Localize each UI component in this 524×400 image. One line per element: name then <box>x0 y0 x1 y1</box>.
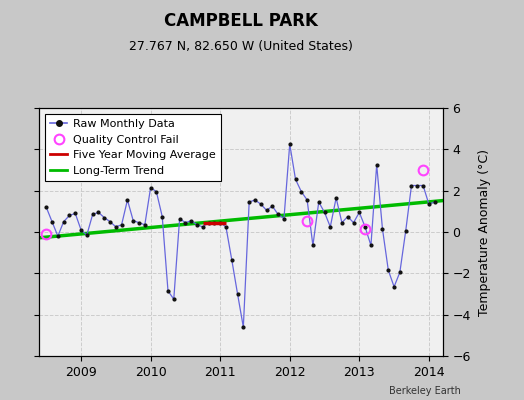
Text: CAMPBELL PARK: CAMPBELL PARK <box>164 12 318 30</box>
Y-axis label: Temperature Anomaly (°C): Temperature Anomaly (°C) <box>478 148 491 316</box>
Text: 27.767 N, 82.650 W (United States): 27.767 N, 82.650 W (United States) <box>129 40 353 53</box>
Legend: Raw Monthly Data, Quality Control Fail, Five Year Moving Average, Long-Term Tren: Raw Monthly Data, Quality Control Fail, … <box>45 114 221 181</box>
Text: Berkeley Earth: Berkeley Earth <box>389 386 461 396</box>
